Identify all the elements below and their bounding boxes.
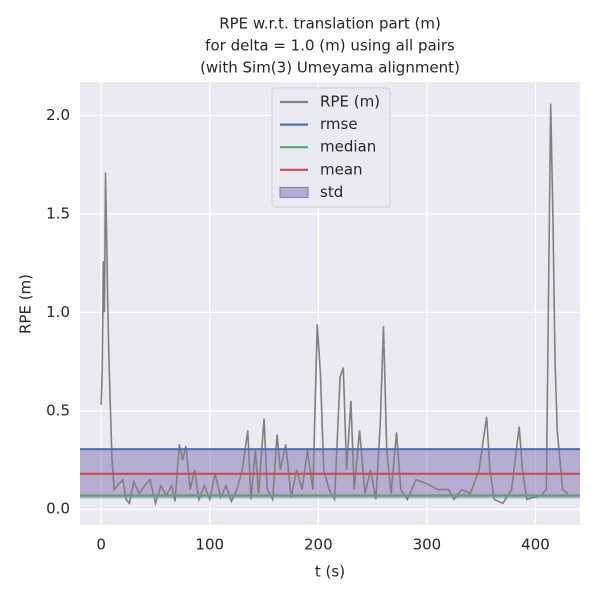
legend-label: median: [320, 138, 376, 156]
y-tick-label: 1.0: [46, 303, 70, 321]
y-tick-label: 1.5: [46, 204, 70, 222]
x-tick-label: 100: [195, 536, 224, 554]
x-tick-label: 300: [413, 536, 442, 554]
y-tick-label: 0.5: [46, 401, 70, 419]
x-tick-label: 400: [521, 536, 550, 554]
chart-title: (with Sim(3) Umeyama alignment): [200, 59, 460, 77]
chart-title: for delta = 1.0 (m) using all pairs: [205, 37, 455, 55]
chart-title: RPE w.r.t. translation part (m): [219, 15, 441, 33]
legend-box: [271, 87, 391, 208]
x-tick-label: 0: [96, 536, 106, 554]
legend-label: std: [320, 183, 343, 201]
x-axis-label: t (s): [315, 563, 345, 581]
legend-label: rmse: [320, 115, 358, 133]
rpe-line: [100, 103, 569, 507]
x-tick-label: 200: [304, 536, 333, 554]
y-tick-label: 2.0: [46, 106, 70, 124]
legend-label: mean: [320, 160, 363, 178]
legend-swatch: [279, 186, 309, 198]
legend-label: RPE (m): [320, 93, 380, 111]
y-axis-label: RPE (m): [17, 274, 35, 334]
y-tick-label: 0.0: [46, 500, 70, 518]
